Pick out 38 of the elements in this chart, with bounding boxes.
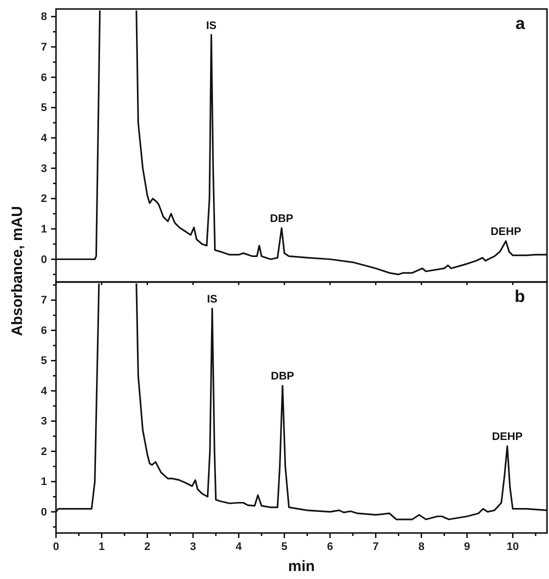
annotation: DEHP bbox=[492, 431, 523, 444]
x-tick-label: 8 bbox=[418, 540, 424, 553]
x-tick-label: 6 bbox=[326, 540, 334, 553]
annotation: DBP bbox=[270, 213, 294, 226]
x-tick-label: 10 bbox=[506, 540, 519, 553]
y-tick-label: 3 bbox=[40, 162, 47, 175]
annotation: DBP bbox=[270, 370, 294, 383]
x-tick-label: 9 bbox=[464, 540, 470, 553]
y-axis-title: Absorbance, mAU bbox=[9, 206, 26, 336]
y-tick-label: 1 bbox=[40, 476, 47, 488]
y-tick-label: 7 bbox=[40, 294, 47, 307]
x-tick-label: 5 bbox=[281, 540, 288, 553]
y-tick-label: 4 bbox=[40, 385, 48, 398]
y-tick-label: 1 bbox=[40, 223, 47, 236]
y-tick-label: 5 bbox=[40, 355, 47, 368]
x-tick-label: 3 bbox=[190, 540, 196, 553]
x-axis-title: min bbox=[288, 558, 315, 575]
y-tick-label: 2 bbox=[40, 446, 47, 458]
chart-title: a bbox=[516, 14, 526, 33]
x-tick-label: 4 bbox=[236, 540, 243, 553]
annotation: DEHP bbox=[490, 226, 522, 238]
y-tick-label: 7 bbox=[40, 41, 47, 54]
y-tick-label: 2 bbox=[40, 193, 47, 206]
chart-title: b bbox=[514, 287, 525, 306]
y-tick-label: 8 bbox=[40, 11, 47, 24]
y-tick-label: 4 bbox=[40, 132, 48, 144]
x-tick-label: 2 bbox=[144, 540, 150, 553]
annotation: IS bbox=[206, 20, 216, 32]
x-tick-label: 7 bbox=[372, 540, 379, 553]
y-tick-label: 5 bbox=[40, 102, 47, 114]
annotation: IS bbox=[207, 294, 218, 306]
y-tick-label: 6 bbox=[40, 324, 47, 337]
y-tick-label: 3 bbox=[40, 416, 47, 428]
y-tick-label: 6 bbox=[40, 72, 47, 84]
x-tick-label: 1 bbox=[98, 540, 105, 553]
y-tick-label: 0 bbox=[40, 254, 47, 266]
y-tick-label: 0 bbox=[40, 506, 47, 518]
x-tick-label: 0 bbox=[52, 540, 60, 553]
